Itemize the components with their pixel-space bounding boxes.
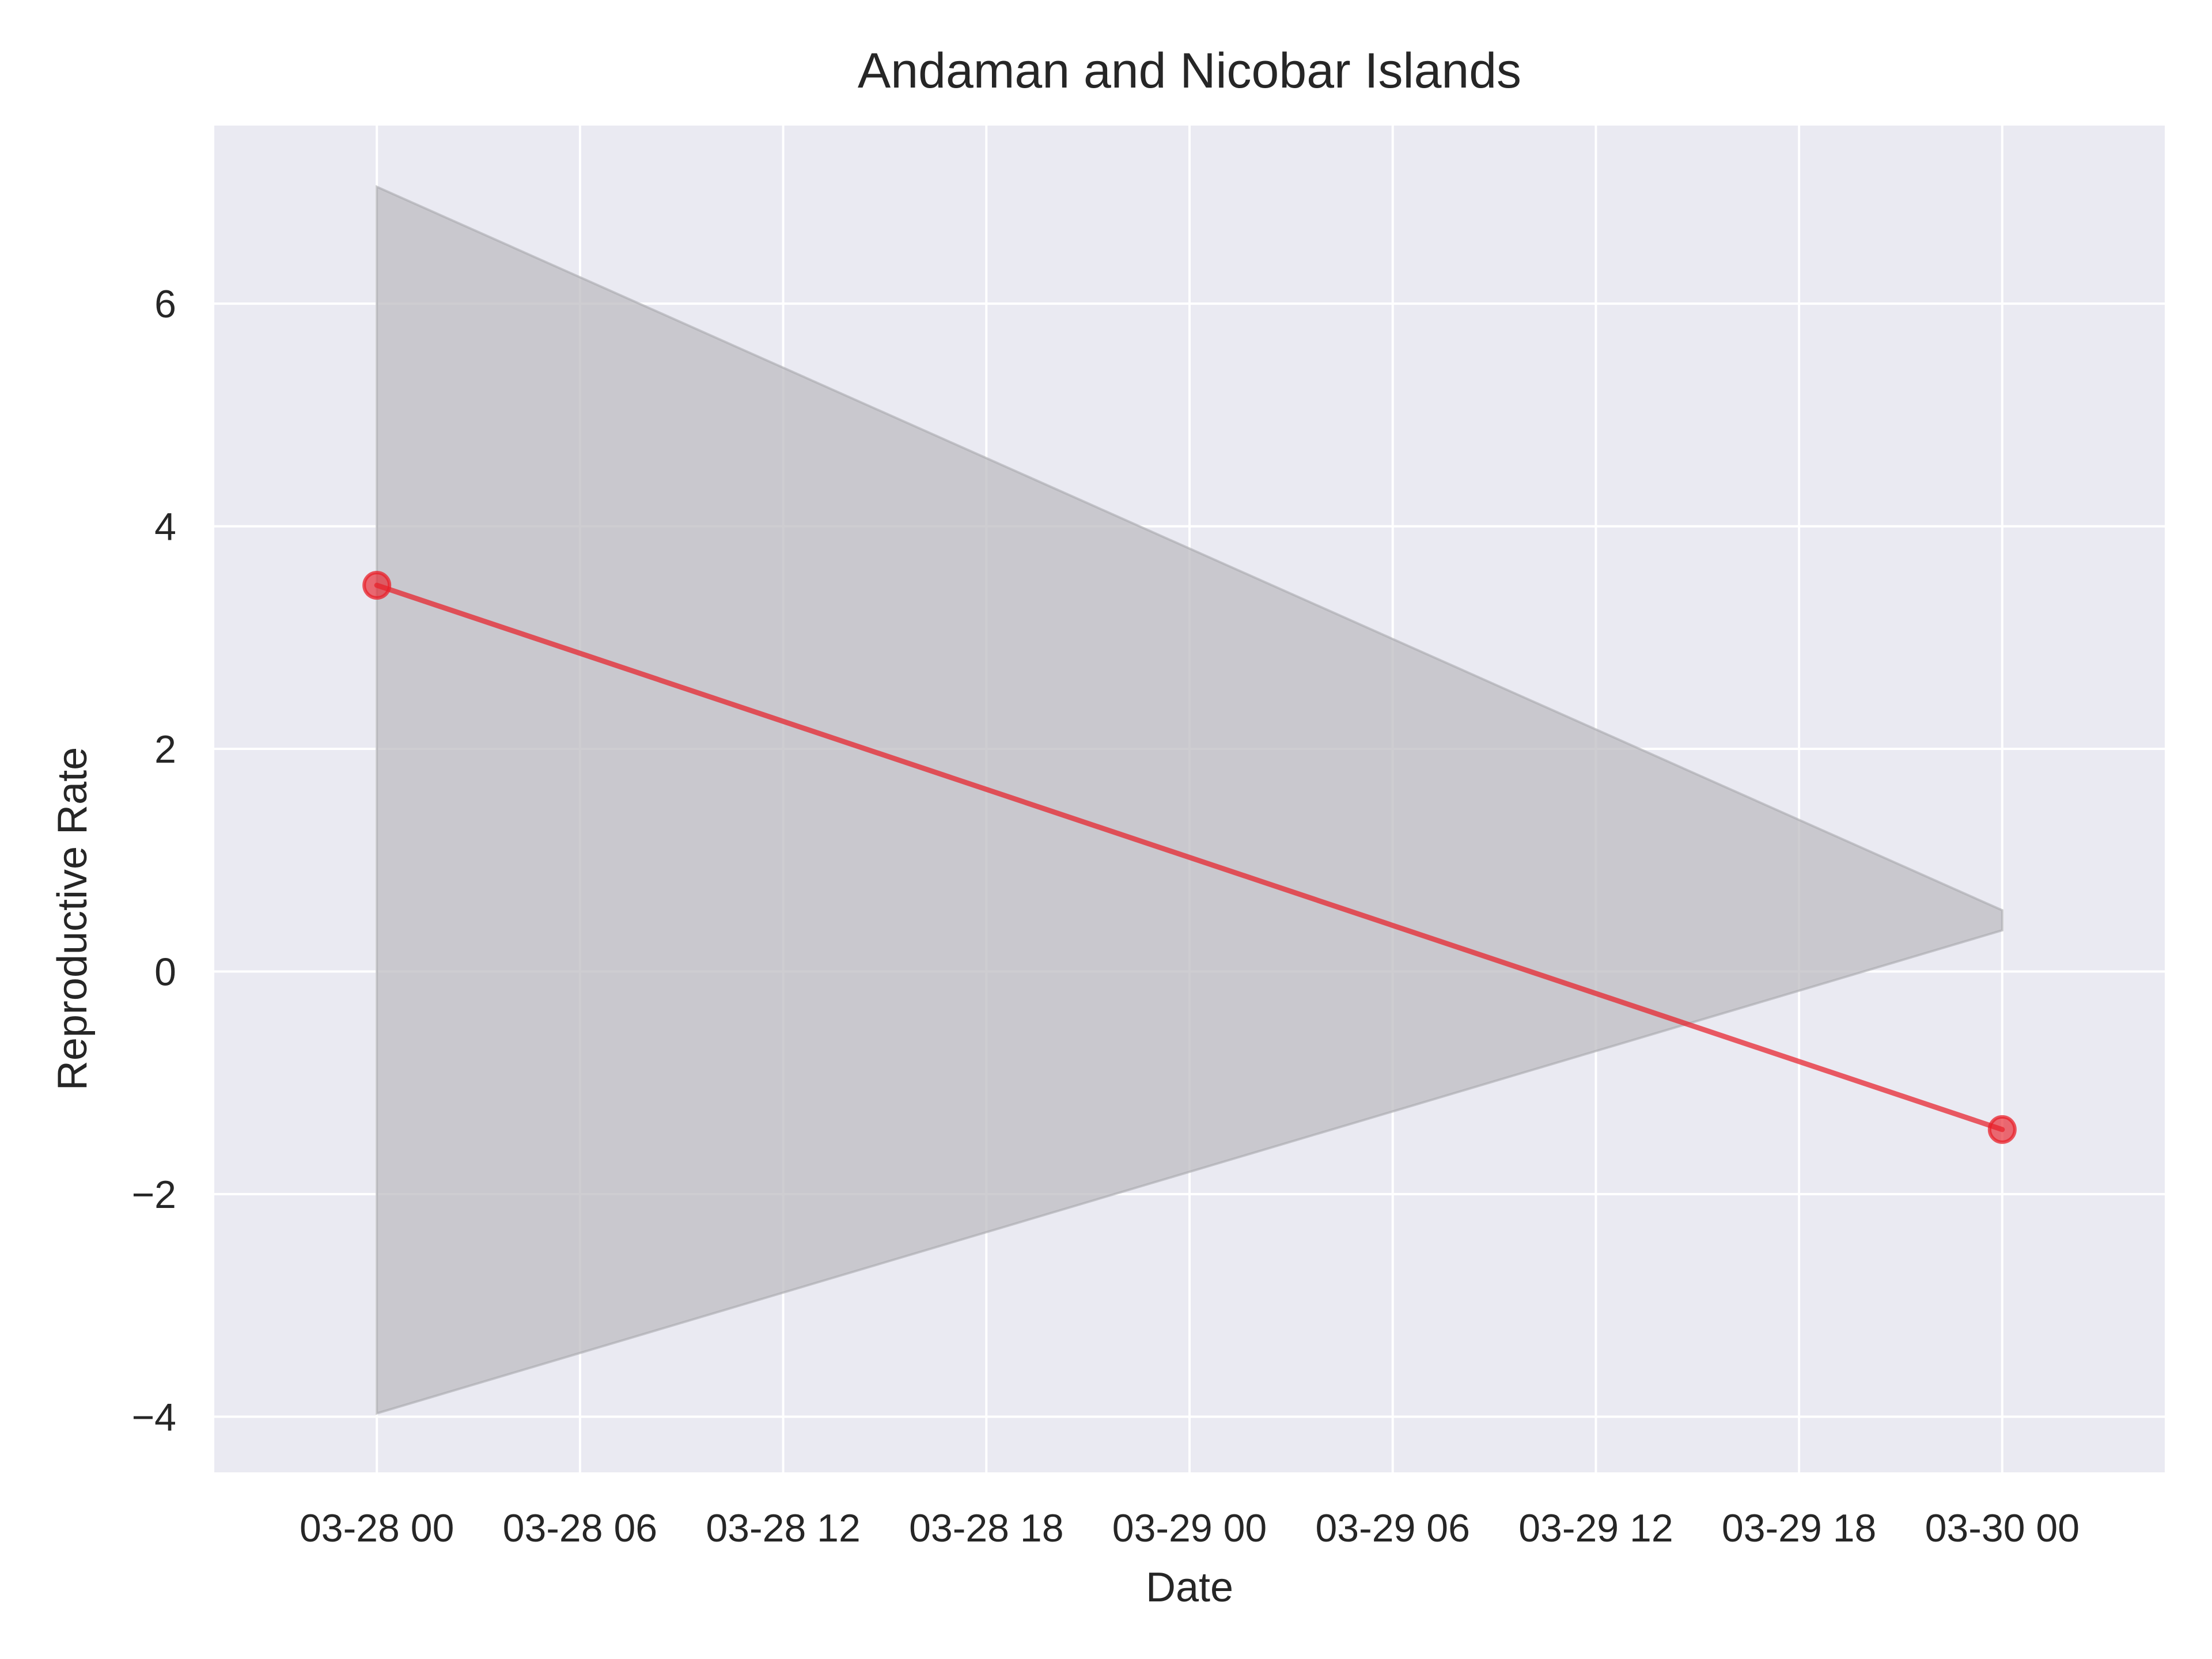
x-tick-label: 03-29 06 xyxy=(1315,1506,1469,1550)
series-line xyxy=(374,582,2005,1132)
y-tick-label: 4 xyxy=(154,505,176,549)
y-tick-label: 2 xyxy=(154,728,176,771)
data-point xyxy=(1987,1115,2017,1144)
x-tick-label: 03-28 18 xyxy=(909,1506,1063,1550)
x-tick-label: 03-28 00 xyxy=(300,1506,454,1550)
x-tick-label: 03-28 06 xyxy=(503,1506,657,1550)
chart-title: Andaman and Nicobar Islands xyxy=(858,43,1521,99)
x-tick-label: 03-29 18 xyxy=(1722,1506,1876,1550)
x-tick-labels: 03-28 00 03-28 06 03-28 12 03-28 18 03-29 00… xyxy=(300,1506,2080,1550)
x-axis-label: Date xyxy=(1146,1565,1233,1611)
grid xyxy=(214,126,2165,1472)
x-tick-label: 03-30 00 xyxy=(1925,1506,2080,1550)
y-tick-label: −2 xyxy=(131,1173,176,1217)
y-tick-label: 0 xyxy=(154,950,176,994)
y-tick-labels: −4 −2 0 2 4 6 xyxy=(131,282,176,1439)
series-points xyxy=(362,571,2017,1144)
x-tick-label: 03-29 00 xyxy=(1112,1506,1267,1550)
y-tick-label: 6 xyxy=(154,282,176,326)
x-tick-label: 03-29 12 xyxy=(1518,1506,1673,1550)
data-point xyxy=(362,571,392,600)
y-axis-label: Reproductive Rate xyxy=(50,747,96,1090)
y-tick-label: −4 xyxy=(131,1395,176,1439)
x-tick-label: 03-28 12 xyxy=(706,1506,860,1550)
confidence-band xyxy=(376,185,2003,1415)
confidence-band-area xyxy=(376,185,2003,1415)
series-lines xyxy=(374,582,2005,1132)
